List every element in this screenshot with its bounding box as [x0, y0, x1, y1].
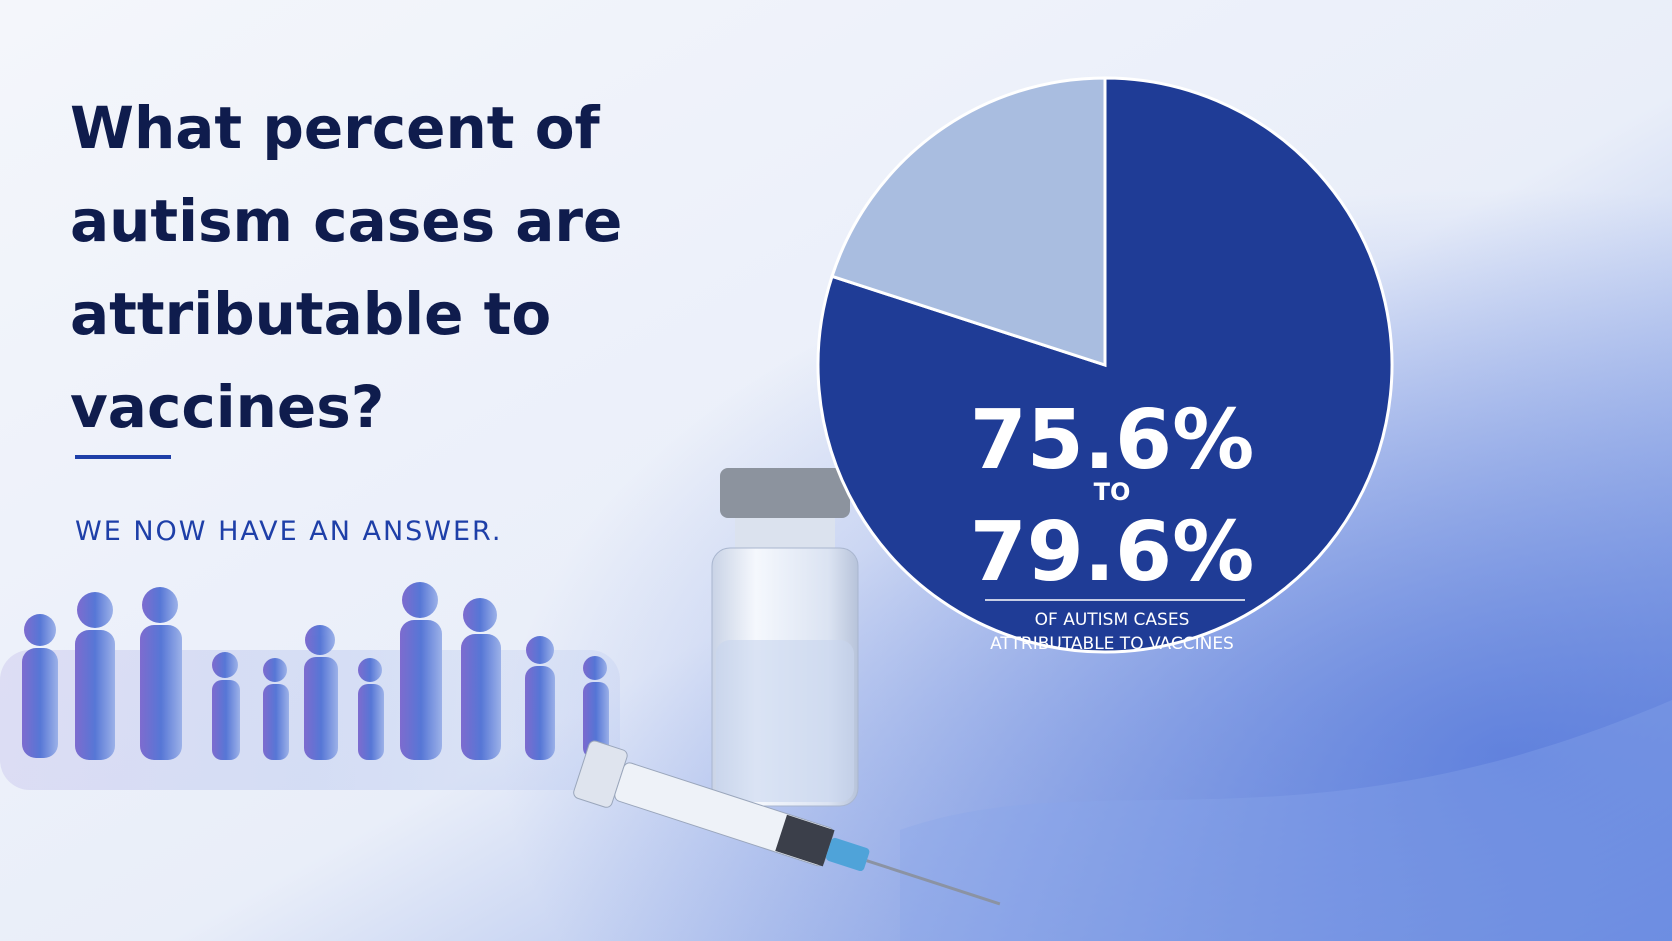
caption-line: OF AUTISM CASES: [1035, 610, 1190, 630]
subtitle: WE NOW HAVE AN ANSWER.: [75, 516, 502, 547]
pie-chart: [816, 76, 1394, 654]
wave: [900, 700, 1672, 941]
pie-slice: [830, 76, 1107, 368]
range-connector: TO: [1094, 478, 1131, 506]
title-rule: [75, 455, 171, 459]
vaccine-vial: [711, 468, 859, 807]
title-line: vaccines?: [70, 373, 384, 441]
caption-line: ATTRIBUTABLE TO VACCINES: [990, 634, 1234, 654]
syringe: [573, 740, 1001, 906]
title-line: attributable to: [70, 280, 551, 348]
people-silhouettes: [0, 582, 620, 790]
title: What percent of autism cases are attributa…: [70, 94, 622, 441]
title-line: autism cases are: [70, 187, 622, 255]
pie-annotation: 75.6% TO 79.6% OF AUTISM CASES ATTRIBUTAB…: [970, 393, 1254, 654]
range-low: 75.6%: [970, 393, 1254, 488]
title-line: What percent of: [70, 94, 601, 162]
range-high: 79.6%: [970, 505, 1254, 600]
